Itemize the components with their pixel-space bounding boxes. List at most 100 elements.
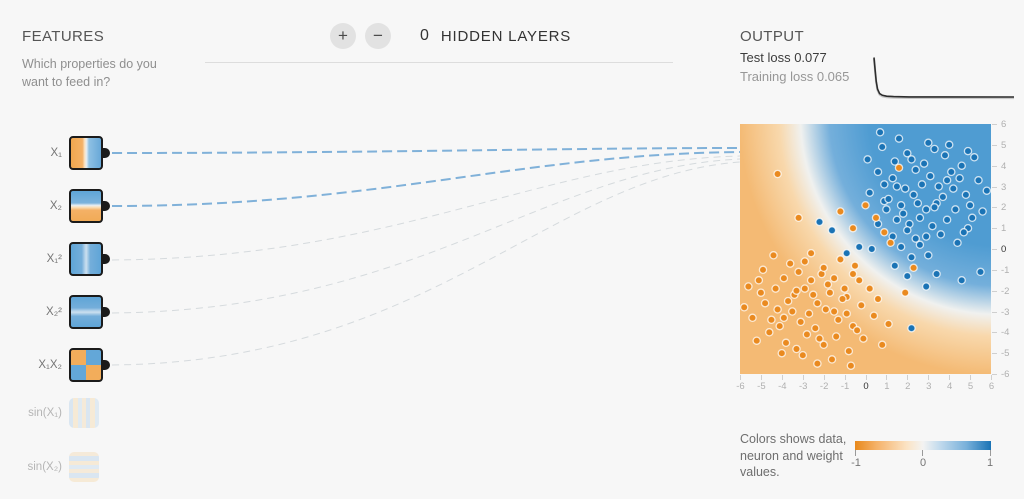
feature-thumb-x1x2[interactable] (69, 348, 110, 382)
feature-thumb-x2[interactable] (69, 189, 110, 223)
color-legend-text: Colors shows data, neuron and weight val… (740, 432, 847, 479)
data-point-positive-blue (978, 207, 987, 216)
data-point-positive-blue (961, 190, 971, 200)
link-x2sq-output[interactable] (111, 158, 741, 314)
data-point-negative-orange (840, 284, 849, 293)
data-point-negative-orange (773, 305, 782, 314)
data-point-negative-orange (829, 307, 839, 316)
data-point-negative-orange (813, 298, 822, 308)
data-point-negative-orange (744, 282, 753, 291)
y-tick-label: -4 (1001, 327, 1010, 339)
features-subtitle: Which properties do you want to feed in? (22, 57, 157, 90)
data-point-positive-blue (951, 205, 960, 214)
y-tick-label: -3 (1001, 306, 1010, 318)
data-point-positive-blue (875, 128, 885, 137)
hidden-layer-count: 0 (420, 27, 429, 44)
color-legend-gradient (855, 441, 991, 450)
data-point-negative-orange (806, 276, 816, 285)
y-tick (992, 207, 997, 209)
data-point-negative-orange (819, 263, 828, 273)
data-point-positive-blue (982, 186, 991, 195)
data-point-positive-blue (815, 217, 824, 227)
data-point-negative-orange (827, 355, 837, 364)
data-point-positive-blue (930, 203, 939, 212)
data-point-negative-orange (848, 269, 858, 279)
feature-label-x2: X₂ (49, 200, 62, 212)
y-tick (992, 144, 997, 146)
data-point-negative-orange (900, 288, 910, 297)
data-point-positive-blue (955, 173, 964, 183)
data-point-positive-blue (928, 221, 937, 231)
data-point-positive-blue (913, 198, 923, 208)
add-layer-button[interactable]: + (330, 23, 356, 49)
data-point-negative-orange (813, 359, 822, 368)
feature-thumb-sinx2[interactable] (69, 452, 99, 482)
data-point-negative-orange (836, 255, 845, 264)
data-point-negative-orange (802, 330, 812, 339)
y-tick (992, 332, 997, 334)
link-x1-output[interactable] (111, 147, 741, 154)
data-point-negative-orange (777, 348, 787, 358)
feature-thumb-x1[interactable] (69, 136, 110, 170)
data-point-positive-blue (919, 159, 929, 168)
link-x1x2-output[interactable] (111, 161, 741, 366)
data-point-negative-orange (794, 267, 803, 277)
feature-thumb-sinx1[interactable] (69, 398, 99, 428)
y-tick (992, 311, 997, 313)
data-point-negative-orange (752, 336, 761, 345)
data-point-negative-orange (760, 298, 770, 308)
data-point-negative-orange (894, 163, 904, 173)
feature-thumb-x1sq[interactable] (69, 242, 110, 276)
link-x1sq-output[interactable] (111, 155, 741, 261)
training-loss: Training loss 0.065 (740, 69, 849, 84)
x-tick-label: -5 (757, 381, 766, 392)
data-point-positive-blue (957, 276, 966, 285)
data-point-negative-orange (815, 334, 824, 343)
data-point-negative-orange (884, 319, 893, 329)
data-point-positive-blue (921, 282, 931, 291)
data-point-negative-orange (804, 309, 814, 318)
data-point-negative-orange (873, 294, 883, 304)
data-point-negative-orange (771, 284, 780, 293)
feature-thumb-x2sq[interactable] (69, 295, 110, 329)
y-tick-label: 3 (1001, 181, 1007, 193)
feature-label-x1: X₁ (50, 147, 62, 159)
data-point-positive-blue (903, 148, 912, 158)
data-point-negative-orange (781, 338, 791, 348)
data-point-negative-orange (819, 340, 828, 350)
output-title: OUTPUT (740, 28, 805, 45)
data-point-negative-orange (909, 263, 918, 273)
remove-layer-button[interactable]: − (365, 23, 391, 49)
data-point-positive-blue (924, 138, 933, 148)
y-tick-label: 0 (1001, 244, 1007, 255)
data-point-negative-orange (854, 276, 864, 285)
y-tick-label: -1 (1001, 264, 1010, 276)
data-point-negative-orange (865, 284, 874, 293)
data-point-positive-blue (898, 209, 908, 218)
y-tick (992, 249, 997, 250)
data-point-negative-orange (767, 315, 776, 325)
x-tick (760, 375, 762, 380)
data-point-positive-blue (976, 267, 985, 277)
data-point-negative-orange (792, 344, 801, 354)
data-point-negative-orange (880, 228, 889, 237)
output-heatmap (740, 124, 991, 374)
data-point-positive-blue (903, 271, 912, 281)
y-tick-label: 4 (1001, 160, 1007, 172)
data-point-positive-blue (907, 253, 916, 262)
x-tick (823, 375, 825, 380)
data-point-negative-orange (823, 280, 833, 289)
data-point-positive-blue (890, 261, 900, 270)
data-point-negative-orange (886, 238, 895, 248)
test-loss-line (872, 58, 1015, 100)
x-tick-label: 2 (905, 381, 911, 392)
data-point-negative-orange (811, 323, 820, 333)
data-point-negative-orange (756, 288, 766, 297)
x-tick-label: -3 (799, 381, 808, 392)
data-point-positive-blue (827, 226, 837, 235)
data-point-positive-blue (915, 213, 925, 223)
data-point-positive-blue (907, 323, 916, 333)
link-x2-output[interactable] (111, 151, 741, 207)
legend-label-1: 1 (986, 457, 994, 469)
x-tick-label: -2 (819, 381, 829, 392)
